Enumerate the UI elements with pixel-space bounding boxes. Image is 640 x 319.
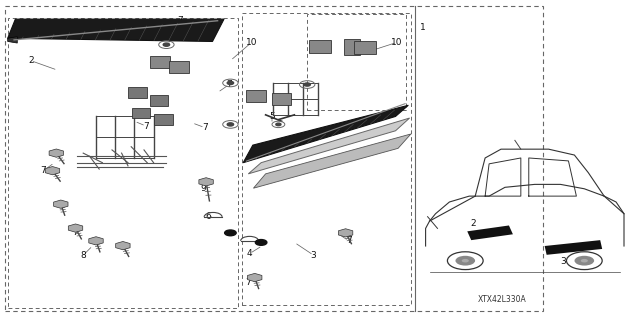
- Bar: [309, 40, 332, 53]
- Bar: [246, 90, 266, 102]
- Circle shape: [575, 256, 594, 266]
- Text: 7: 7: [143, 122, 148, 130]
- Text: 9: 9: [201, 184, 206, 193]
- Text: 10: 10: [391, 38, 403, 47]
- Circle shape: [461, 259, 469, 263]
- Polygon shape: [467, 226, 513, 240]
- Circle shape: [225, 230, 236, 236]
- Polygon shape: [8, 19, 224, 41]
- Text: 7: 7: [227, 80, 232, 89]
- Polygon shape: [243, 105, 408, 163]
- Text: 7: 7: [178, 16, 183, 25]
- Circle shape: [276, 123, 281, 126]
- Text: 1: 1: [420, 23, 425, 32]
- Text: 7: 7: [41, 166, 46, 175]
- Bar: [150, 95, 168, 106]
- Bar: [169, 61, 189, 73]
- Bar: [344, 39, 360, 55]
- Text: 5: 5: [269, 112, 275, 121]
- Text: 8: 8: [81, 251, 86, 260]
- Text: 2: 2: [28, 56, 33, 65]
- Circle shape: [227, 123, 234, 126]
- Circle shape: [163, 43, 170, 46]
- Text: 2: 2: [471, 219, 476, 228]
- Bar: [154, 114, 173, 125]
- Bar: [272, 93, 291, 105]
- Text: 3: 3: [561, 257, 566, 266]
- Text: 10: 10: [246, 38, 257, 47]
- Polygon shape: [545, 240, 602, 255]
- Bar: [354, 41, 376, 54]
- Text: 4: 4: [247, 249, 252, 258]
- Text: 7: 7: [246, 278, 251, 287]
- Text: 7: 7: [346, 236, 351, 245]
- Bar: [128, 87, 147, 98]
- Circle shape: [580, 259, 588, 263]
- Text: 7: 7: [73, 228, 78, 237]
- Polygon shape: [248, 118, 410, 174]
- Circle shape: [304, 83, 310, 86]
- Bar: [132, 108, 150, 118]
- Circle shape: [227, 81, 234, 85]
- Text: XTX42L330A: XTX42L330A: [478, 295, 527, 304]
- Circle shape: [255, 240, 267, 245]
- Circle shape: [456, 256, 475, 266]
- Polygon shape: [253, 134, 411, 188]
- Bar: [150, 56, 170, 68]
- Text: 3: 3: [311, 251, 316, 260]
- Polygon shape: [8, 37, 17, 43]
- Text: 7: 7: [202, 123, 207, 132]
- Text: 6: 6: [205, 212, 211, 221]
